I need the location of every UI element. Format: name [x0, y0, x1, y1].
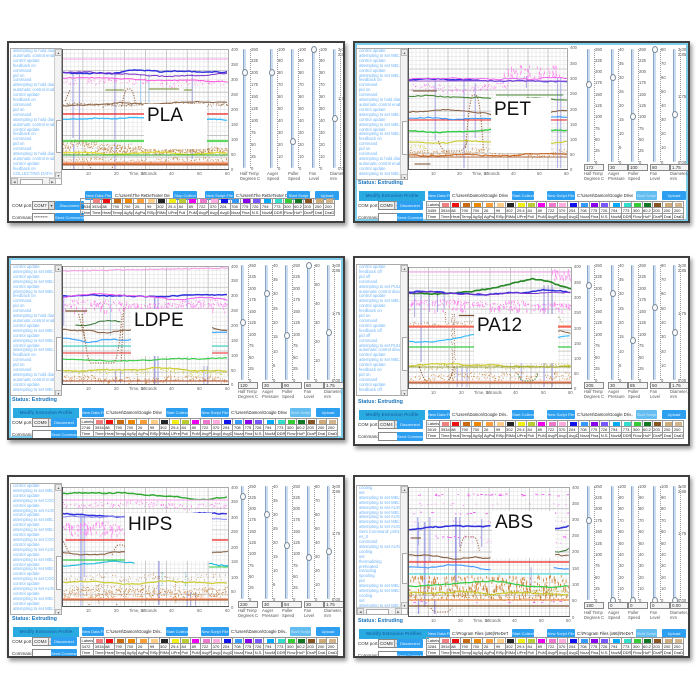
svg-text:PA12: PA12 — [477, 315, 522, 336]
svg-text:PLA: PLA — [147, 105, 183, 126]
svg-text:HIPS: HIPS — [128, 514, 172, 535]
svg-text:ABS: ABS — [495, 512, 533, 533]
svg-text:LDPE: LDPE — [134, 310, 184, 331]
svg-text:PET: PET — [494, 99, 531, 120]
